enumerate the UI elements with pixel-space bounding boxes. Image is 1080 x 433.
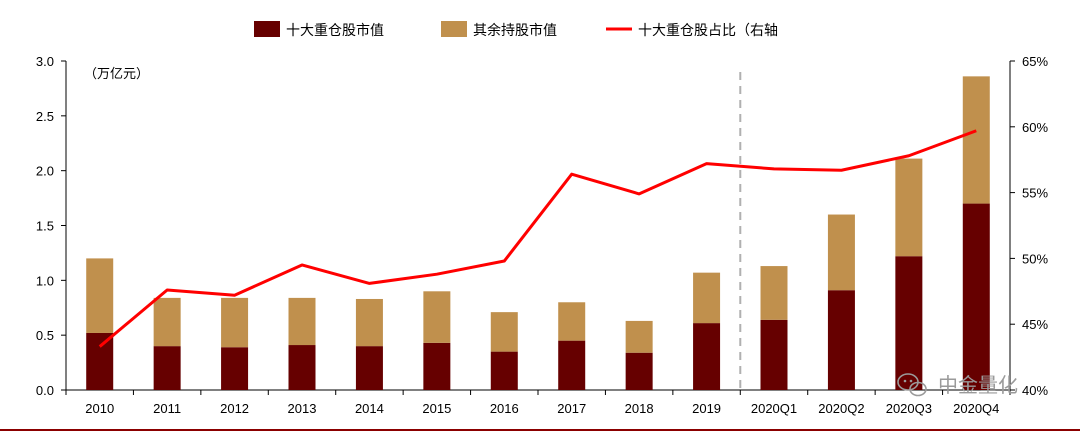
bar-top10 <box>86 332 114 390</box>
bar-top10 <box>693 323 721 390</box>
bar-others <box>221 297 249 348</box>
left-tick-label: 2.5 <box>36 109 54 124</box>
bar-top10 <box>355 346 383 390</box>
x-tick-label: 2020Q4 <box>953 401 999 416</box>
right-tick-label: 50% <box>1022 251 1048 266</box>
bar-others <box>490 312 518 352</box>
left-axis-unit-label: （万亿元） <box>84 67 149 82</box>
bar-top10 <box>490 351 518 390</box>
left-tick-label: 1.0 <box>36 273 54 288</box>
x-tick-label: 2020Q1 <box>751 401 797 416</box>
legend-swatch-top10 <box>254 21 280 37</box>
right-tick-label: 65% <box>1022 54 1048 69</box>
legend-label-line: 十大重仓股占比（右轴 <box>638 23 778 39</box>
bar-top10 <box>423 342 451 390</box>
ratio-line-series <box>98 129 977 348</box>
tick-labels: 0.0 0.5 1.0 1.5 2.0 2.5 3.0 40% 45% 50% 55% 60% 65% 2… <box>36 54 1049 416</box>
right-tick-label: 60% <box>1022 120 1048 135</box>
legend: 十大重仓股市值 其余持股市值 十大重仓股占比（右轴 <box>254 21 778 39</box>
left-tick-label: 0.0 <box>36 383 54 398</box>
bar-top10 <box>895 256 923 390</box>
x-tick-label: 2015 <box>422 401 451 416</box>
bar-others <box>693 272 721 324</box>
left-tick-label: 3.0 <box>36 54 54 69</box>
x-tick-label: 2011 <box>153 401 181 416</box>
x-tick-label: 2010 <box>85 401 114 416</box>
bar-top10 <box>288 345 316 390</box>
x-tick-label: 2020Q3 <box>886 401 932 416</box>
bar-top10 <box>827 290 855 390</box>
x-tick-label: 2018 <box>625 401 654 416</box>
wechat-icon <box>897 373 927 397</box>
bar-top10 <box>153 346 181 390</box>
watermark: 中金量化 <box>897 373 1018 397</box>
left-tick-label: 1.5 <box>36 219 54 234</box>
bar-others <box>558 302 586 341</box>
bar-top10 <box>962 203 990 390</box>
bar-top10 <box>558 340 586 390</box>
watermark-text: 中金量化 <box>938 373 1018 397</box>
x-tick-label: 2012 <box>220 401 249 416</box>
legend-swatch-others <box>441 21 467 37</box>
left-tick-label: 0.5 <box>36 328 54 343</box>
legend-label-top10: 十大重仓股市值 <box>286 22 384 39</box>
bar-others <box>760 266 788 320</box>
right-tick-label: 45% <box>1022 317 1048 332</box>
bar-others <box>625 320 653 353</box>
bar-top10 <box>221 347 249 390</box>
legend-label-others: 其余持股市值 <box>473 22 557 39</box>
right-tick-label: 40% <box>1022 383 1048 398</box>
x-tick-label: 2013 <box>288 401 317 416</box>
bars <box>86 76 990 390</box>
bar-others <box>355 298 383 347</box>
bar-top10 <box>625 352 653 390</box>
bar-others <box>895 158 923 257</box>
x-tick-label: 2019 <box>692 401 721 416</box>
bar-others <box>86 258 114 333</box>
axes <box>61 60 1015 395</box>
bar-others <box>288 297 316 346</box>
x-tick-label: 2017 <box>557 401 586 416</box>
x-tick-label: 2014 <box>355 401 384 416</box>
bar-others <box>827 214 855 291</box>
bar-others <box>153 297 181 347</box>
x-tick-label: 2016 <box>490 401 519 416</box>
ratio-line <box>98 129 977 348</box>
bar-others <box>962 76 990 204</box>
right-tick-label: 55% <box>1022 186 1048 201</box>
left-tick-label: 2.0 <box>36 164 54 179</box>
x-tick-label: 2020Q2 <box>818 401 864 416</box>
bar-others <box>423 291 451 343</box>
bar-top10 <box>760 319 788 390</box>
